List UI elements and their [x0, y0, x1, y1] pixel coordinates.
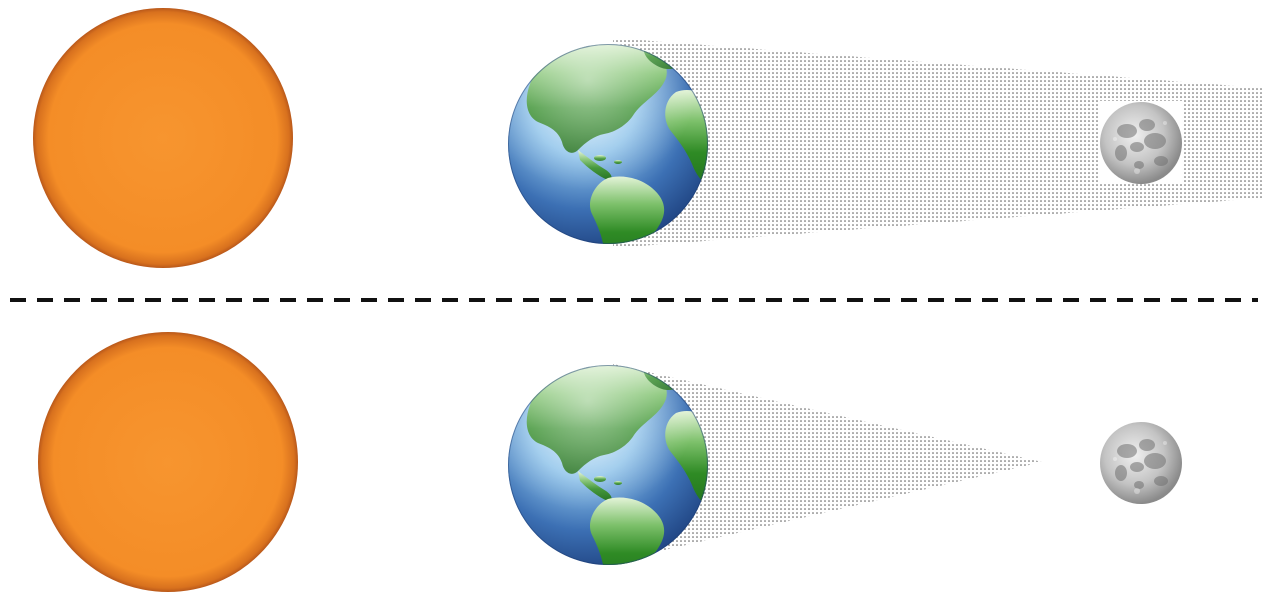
top-panel — [33, 8, 1262, 269]
bottom-earth-shadow — [613, 364, 1042, 562]
sun-icon — [38, 332, 298, 592]
moon-icon — [1100, 422, 1182, 504]
sun-icon — [33, 8, 293, 268]
moon-icon — [1100, 102, 1182, 184]
bottom-panel — [38, 332, 1182, 592]
top-earth-shadow — [613, 38, 1262, 248]
